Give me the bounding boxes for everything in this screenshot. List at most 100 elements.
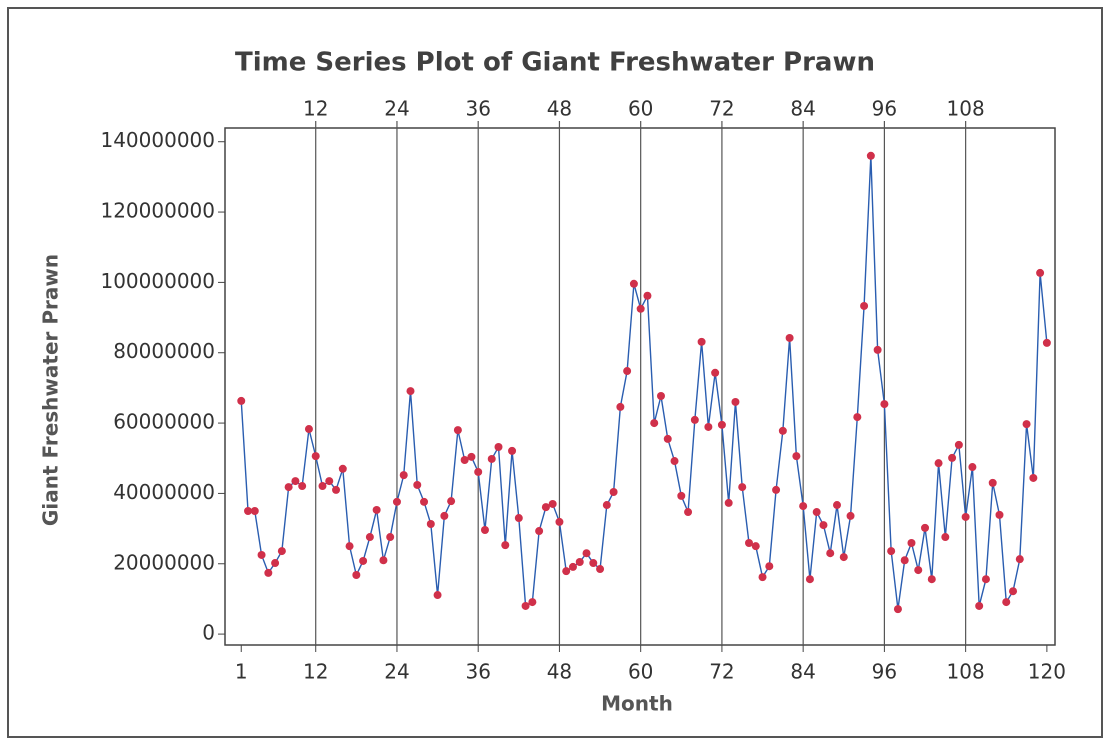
- data-point: [1029, 474, 1037, 482]
- data-point: [657, 392, 665, 400]
- data-point: [481, 526, 489, 534]
- data-point: [501, 541, 509, 549]
- data-point: [799, 502, 807, 510]
- x-axis-label: Month: [601, 692, 673, 716]
- data-point: [440, 512, 448, 520]
- data-point: [535, 527, 543, 535]
- data-point: [373, 506, 381, 514]
- top-tick-label: 24: [384, 97, 409, 121]
- y-axis-label: Giant Freshwater Prawn: [39, 254, 63, 526]
- data-point: [718, 421, 726, 429]
- y-tick-label: 140000000: [100, 128, 215, 152]
- data-point: [1016, 555, 1024, 563]
- data-point: [379, 556, 387, 564]
- data-point: [447, 497, 455, 505]
- data-point: [759, 573, 767, 581]
- data-point: [528, 598, 536, 606]
- data-point: [346, 542, 354, 550]
- data-point: [650, 419, 658, 427]
- data-point: [237, 397, 245, 405]
- data-point: [935, 459, 943, 467]
- chart-title: Time Series Plot of Giant Freshwater Pra…: [235, 48, 875, 78]
- data-point: [467, 453, 475, 461]
- x-tick-label: 72: [709, 660, 734, 684]
- data-point: [968, 463, 976, 471]
- chart: Time Series Plot of Giant Freshwater Pra…: [0, 0, 1110, 745]
- data-point: [819, 521, 827, 529]
- data-point: [792, 452, 800, 460]
- data-point: [867, 152, 875, 160]
- data-point: [549, 500, 557, 508]
- data-point: [725, 499, 733, 507]
- data-point: [339, 465, 347, 473]
- data-point: [488, 455, 496, 463]
- data-point: [616, 403, 624, 411]
- data-point: [643, 292, 651, 300]
- data-point: [738, 483, 746, 491]
- data-point: [752, 542, 760, 550]
- y-tick-label: 0: [202, 621, 215, 645]
- data-point: [596, 565, 604, 573]
- data-point: [887, 547, 895, 555]
- data-point: [704, 423, 712, 431]
- data-point: [955, 441, 963, 449]
- data-point: [576, 558, 584, 566]
- data-point: [312, 452, 320, 460]
- data-point: [515, 514, 523, 522]
- data-point: [393, 498, 401, 506]
- data-point: [298, 482, 306, 490]
- data-point: [291, 477, 299, 485]
- x-tick-label: 96: [872, 660, 897, 684]
- y-tick-label: 40000000: [113, 480, 215, 504]
- data-point: [610, 488, 618, 496]
- data-point: [671, 457, 679, 465]
- data-point: [325, 477, 333, 485]
- data-point: [623, 367, 631, 375]
- data-point: [359, 557, 367, 565]
- y-tick-label: 100000000: [100, 269, 215, 293]
- data-point: [285, 483, 293, 491]
- data-point: [731, 398, 739, 406]
- data-point: [508, 447, 516, 455]
- x-tick-label: 12: [303, 660, 328, 684]
- data-point: [366, 533, 374, 541]
- data-point: [603, 501, 611, 509]
- data-point: [833, 501, 841, 509]
- data-point: [772, 486, 780, 494]
- data-point: [413, 481, 421, 489]
- top-tick-label: 36: [465, 97, 490, 121]
- data-point: [982, 575, 990, 583]
- y-tick-label: 120000000: [100, 199, 215, 223]
- x-tick-label: 36: [465, 660, 490, 684]
- y-tick-label: 80000000: [113, 339, 215, 363]
- data-point: [1043, 339, 1051, 347]
- data-point: [258, 551, 266, 559]
- page: {"chart_data": {"type": "line", "title":…: [0, 0, 1110, 745]
- data-point: [914, 566, 922, 574]
- data-point: [995, 511, 1003, 519]
- data-point: [711, 369, 719, 377]
- data-point: [698, 338, 706, 346]
- data-point: [318, 482, 326, 490]
- data-point: [637, 305, 645, 313]
- x-tick-label: 120: [1028, 660, 1066, 684]
- y-tick-label: 20000000: [113, 550, 215, 574]
- data-point: [684, 508, 692, 516]
- data-point: [278, 547, 286, 555]
- data-point: [386, 533, 394, 541]
- data-point: [522, 602, 530, 610]
- top-tick-label: 96: [872, 97, 897, 121]
- x-tick-label: 84: [790, 660, 815, 684]
- data-point: [901, 556, 909, 564]
- data-point: [677, 492, 685, 500]
- data-point: [786, 334, 794, 342]
- data-point: [400, 471, 408, 479]
- x-tick-label: 48: [547, 660, 572, 684]
- data-point: [860, 302, 868, 310]
- data-point: [826, 549, 834, 557]
- data-point: [847, 512, 855, 520]
- data-point: [962, 513, 970, 521]
- y-tick-label: 60000000: [113, 410, 215, 434]
- data-point: [941, 533, 949, 541]
- data-point: [975, 602, 983, 610]
